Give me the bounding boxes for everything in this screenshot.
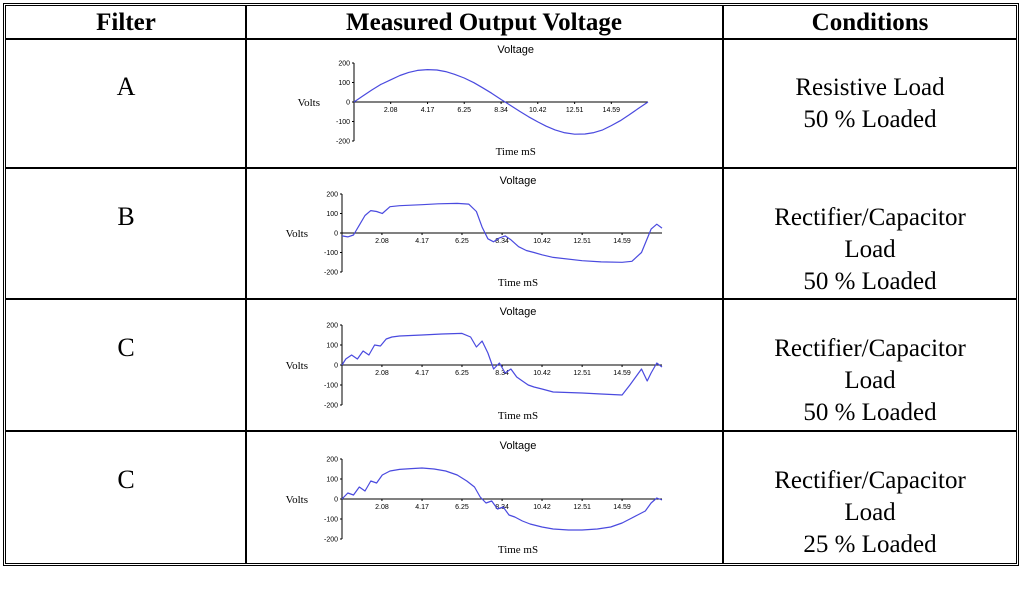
header-conditions: Conditions	[811, 9, 929, 36]
x-tick-label: 4.17	[421, 107, 435, 114]
x-tick-label: 12.51	[566, 107, 584, 114]
x-tick-label: 12.51	[573, 238, 591, 245]
x-tick-label: 2.08	[375, 238, 389, 245]
voltage-trace-line	[353, 69, 649, 135]
voltage-table: Filter Measured Output Voltage Condition…	[3, 3, 1019, 566]
chart-title: Voltage	[500, 306, 537, 318]
conditions-row-3: Rectifier/Capacitor Load 50 % Loaded	[724, 333, 1016, 429]
y-tick-label: 100	[338, 80, 350, 87]
conditions-row-1: Resistive Load 50 % Loaded	[724, 72, 1016, 136]
x-tick-label: 10.42	[533, 370, 551, 377]
condition-line: Rectifier/Capacitor	[774, 204, 966, 231]
voltage-chart-c-50: Voltage 200 100 0 -100 -200 2.08 4.17 6.25 8.34 10…	[286, 306, 663, 422]
row-divider	[6, 167, 1016, 169]
y-tick-label: 100	[326, 211, 338, 218]
y-tick-label: -100	[324, 517, 338, 524]
y-tick-label: 100	[326, 477, 338, 484]
condition-line: 50 % Loaded	[803, 399, 937, 426]
condition-line: 25 % Loaded	[803, 531, 937, 558]
conditions-row-2: Rectifier/Capacitor Load 50 % Loaded	[724, 202, 1016, 298]
column-divider	[722, 6, 724, 563]
chart-title: Voltage	[497, 44, 534, 56]
condition-line: Load	[844, 236, 896, 263]
x-tick-label: 8.34	[495, 370, 509, 377]
y-tick-label: -100	[336, 119, 350, 126]
row-divider	[6, 298, 1016, 300]
x-tick-label: 2.08	[384, 107, 398, 114]
condition-line: Load	[844, 499, 896, 526]
y-tick-label: 0	[334, 363, 338, 370]
header-filter: Filter	[96, 9, 156, 36]
x-tick-label: 2.08	[375, 370, 389, 377]
x-tick-label: 10.42	[533, 504, 551, 511]
x-axis-label: Time mS	[498, 410, 538, 422]
x-tick-label: 14.59	[603, 107, 621, 114]
condition-line: Load	[844, 367, 896, 394]
y-axis-label: Volts	[286, 228, 308, 240]
header-output-voltage: Measured Output Voltage	[346, 9, 622, 36]
x-tick-label: 10.42	[533, 238, 551, 245]
filter-label-row-3: C	[117, 333, 135, 362]
row-divider	[6, 430, 1016, 432]
voltage-trace-line	[341, 202, 663, 263]
y-tick-label: -200	[324, 537, 338, 544]
y-tick-label: 0	[334, 497, 338, 504]
y-tick-label: 200	[326, 192, 338, 199]
y-tick-label: 200	[326, 457, 338, 464]
condition-line: Rectifier/Capacitor	[774, 467, 966, 494]
x-tick-label: 14.59	[613, 504, 631, 511]
x-tick-label: 6.25	[455, 504, 469, 511]
x-tick-label: 4.17	[415, 238, 429, 245]
y-tick-label: -100	[324, 383, 338, 390]
y-tick-label: 0	[334, 231, 338, 238]
y-tick-label: 200	[326, 323, 338, 330]
voltage-chart-a: Voltage 200 100 0 -100 -200 2.08 4.17 6.25 8.34 10…	[298, 44, 649, 158]
voltage-chart-b: Voltage 200 100 0 -100 -200 2.08 4.17 6.25 8.34 10…	[286, 175, 663, 289]
x-axis-label: Time mS	[498, 277, 538, 289]
x-tick-label: 8.34	[495, 238, 509, 245]
y-tick-label: 200	[338, 61, 350, 68]
chart-title: Voltage	[500, 175, 537, 187]
filter-label-row-1: A	[116, 72, 136, 101]
y-tick-label: 100	[326, 343, 338, 350]
y-axis-label: Volts	[298, 97, 320, 109]
column-divider	[245, 6, 247, 563]
x-tick-label: 2.08	[375, 504, 389, 511]
y-tick-label: -200	[324, 403, 338, 410]
y-axis-label: Volts	[286, 494, 308, 506]
voltage-trace-line	[341, 467, 663, 531]
x-tick-label: 6.25	[457, 107, 471, 114]
x-tick-label: 14.59	[613, 238, 631, 245]
x-tick-label: 12.51	[573, 504, 591, 511]
x-tick-label: 14.59	[613, 370, 631, 377]
x-tick-label: 6.25	[455, 238, 469, 245]
header-divider	[6, 38, 1016, 40]
x-tick-label: 12.51	[573, 370, 591, 377]
condition-line: Rectifier/Capacitor	[774, 335, 966, 362]
condition-line: Resistive Load	[795, 74, 945, 101]
conditions-row-4: Rectifier/Capacitor Load 25 % Loaded	[724, 465, 1016, 561]
filter-label-row-2: B	[117, 202, 135, 231]
x-tick-label: 4.17	[415, 370, 429, 377]
condition-line: 50 % Loaded	[803, 106, 937, 133]
y-tick-label: 0	[346, 100, 350, 107]
filter-label-row-4: C	[117, 465, 135, 494]
chart-title: Voltage	[500, 440, 537, 452]
x-tick-label: 8.34	[494, 107, 508, 114]
y-axis-label: Volts	[286, 360, 308, 372]
y-tick-label: -200	[336, 139, 350, 146]
x-tick-label: 10.42	[529, 107, 547, 114]
x-tick-label: 4.17	[415, 504, 429, 511]
y-tick-label: -200	[324, 270, 338, 277]
x-axis-label: Time mS	[498, 544, 538, 556]
x-tick-label: 6.25	[455, 370, 469, 377]
x-axis-label: Time mS	[496, 146, 536, 158]
condition-line: 50 % Loaded	[803, 268, 937, 295]
y-tick-label: -100	[324, 250, 338, 257]
voltage-trace-line	[341, 332, 663, 396]
